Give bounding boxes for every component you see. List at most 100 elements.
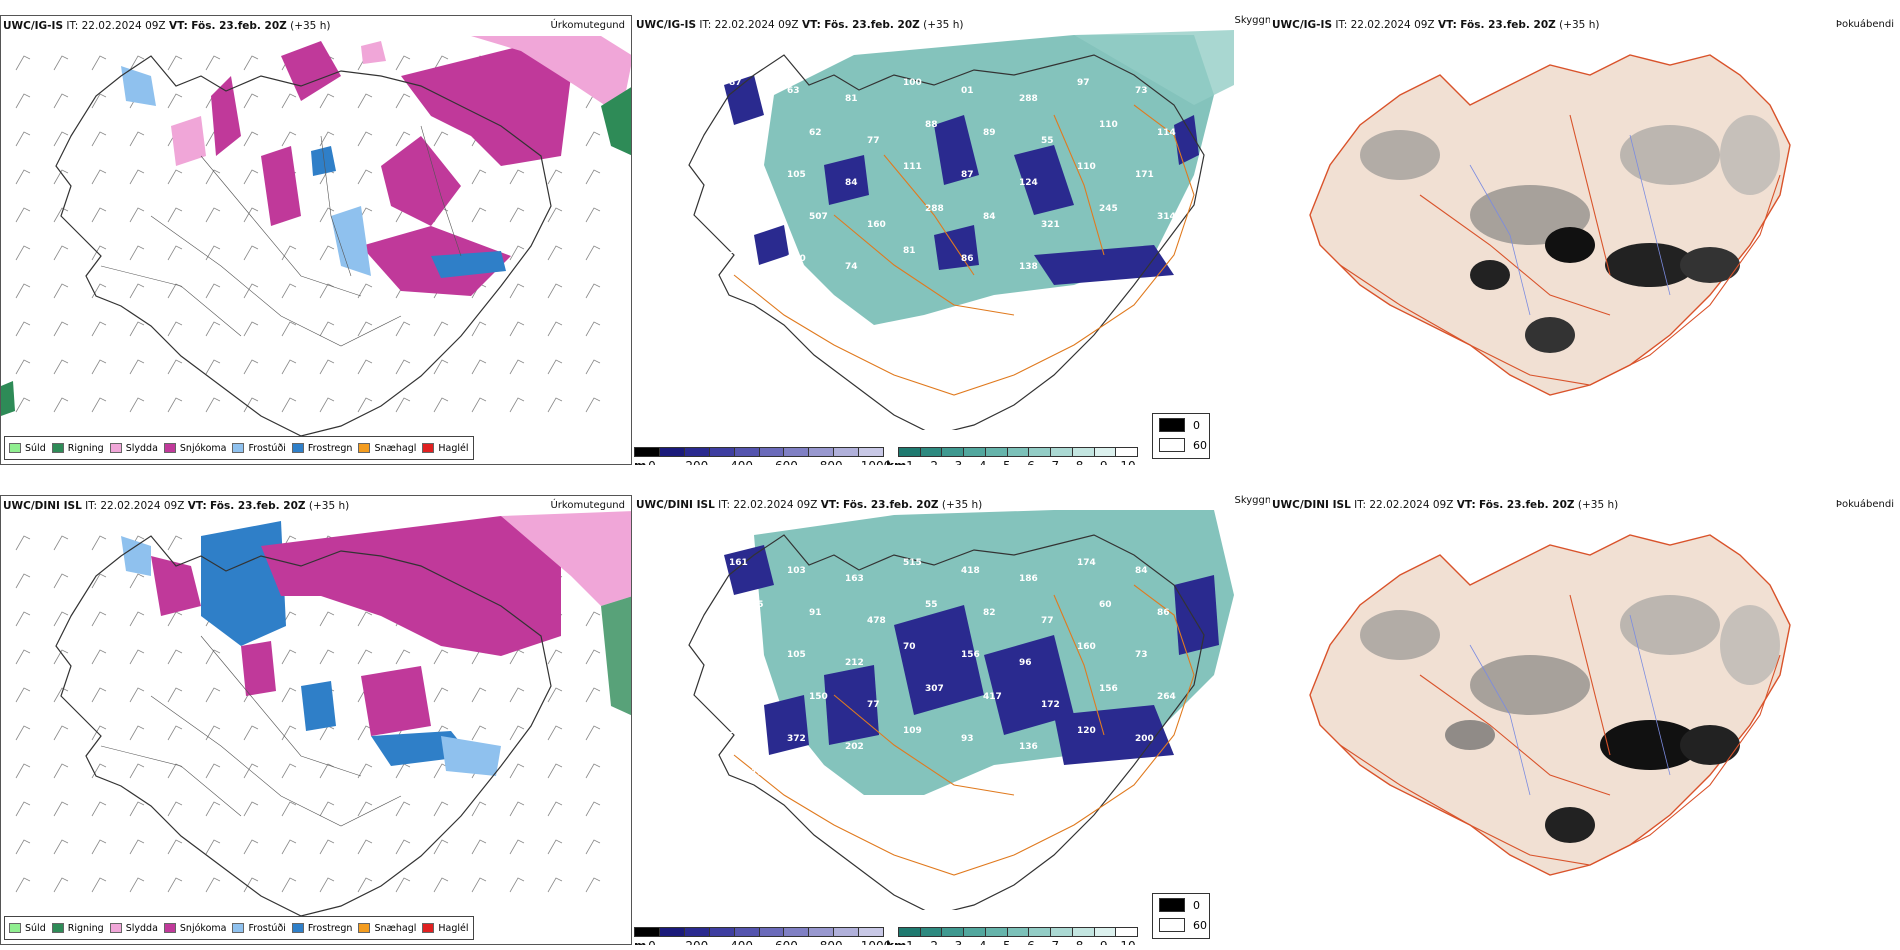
wind-barb bbox=[471, 207, 487, 223]
wind-barb bbox=[471, 687, 487, 703]
panel-header: UWC/IG-IS IT: 22.02.2024 09Z VT: Fös. 23… bbox=[636, 19, 964, 31]
iceland-outline bbox=[55, 535, 552, 917]
precip-type-legend: Súld Rigning Slydda Snjókoma Frostúði Frostre… bbox=[4, 436, 474, 460]
wind-barb bbox=[167, 321, 183, 337]
cloud-map-ig: 87 63 81 100 01 288 97 73 76 62 77 88 89 55 110 114 93 10… bbox=[688, 30, 1234, 430]
wind-barb bbox=[395, 649, 411, 665]
cloud-base-field bbox=[724, 545, 1219, 765]
cloud-base-value: 212 bbox=[845, 658, 864, 668]
wind-barb bbox=[205, 839, 221, 855]
cloud-base-value: 156 bbox=[1099, 684, 1118, 694]
wind-barb bbox=[91, 207, 107, 223]
colorbar-segment bbox=[985, 448, 1008, 456]
wind-barb bbox=[547, 359, 563, 375]
iceland-outline bbox=[55, 55, 552, 437]
wind-barb bbox=[15, 55, 31, 71]
wind-barb bbox=[129, 245, 145, 261]
wind-barb bbox=[53, 611, 69, 627]
legend-label: Súld bbox=[25, 922, 46, 934]
wind-barb bbox=[167, 687, 183, 703]
wind-barb bbox=[357, 801, 373, 817]
wind-barb bbox=[129, 397, 145, 413]
cloud-base-value: 150 bbox=[809, 692, 828, 702]
wind-barb bbox=[319, 207, 335, 223]
wind-barb bbox=[53, 763, 69, 779]
legend-item: Rigning bbox=[51, 923, 104, 934]
wind-barb bbox=[509, 283, 525, 299]
cloud-base-value: 105 bbox=[787, 170, 806, 180]
cloud-base-value: 89 bbox=[983, 128, 996, 138]
colorbar-segment bbox=[859, 448, 884, 456]
cloud-base-value: 314 bbox=[1157, 212, 1176, 222]
cloud-base-value: 200 bbox=[1135, 734, 1154, 744]
wind-barb bbox=[243, 131, 259, 147]
wind-barb bbox=[129, 687, 145, 703]
roads bbox=[733, 584, 1195, 876]
cloud-base-value: 62 bbox=[809, 128, 822, 138]
wind-barb bbox=[243, 207, 259, 223]
cloud-base-value: 171 bbox=[1135, 170, 1154, 180]
cloud-base-value: 120 bbox=[1077, 726, 1096, 736]
cloud-base-value: 109 bbox=[903, 726, 922, 736]
colorbar-tick-label: 600 bbox=[775, 939, 798, 945]
colorbar-tick-label: 800 bbox=[820, 459, 843, 465]
wind-barb bbox=[471, 725, 487, 741]
cloud-base-value: 75 bbox=[751, 600, 764, 610]
legend-swatch bbox=[163, 923, 176, 933]
wind-barb bbox=[53, 725, 69, 741]
legend-label: Slydda bbox=[125, 922, 158, 934]
cloud-base-value: 172 bbox=[1041, 700, 1060, 710]
legend-item: Haglél bbox=[422, 923, 469, 934]
wind-barb bbox=[243, 839, 259, 855]
wind-barb bbox=[129, 55, 145, 71]
legend-item: Súld bbox=[9, 443, 46, 454]
wind-barb bbox=[585, 321, 601, 337]
legend-label: Frostregn bbox=[307, 442, 353, 454]
cloud-base-value: 138 bbox=[1019, 262, 1038, 272]
colorbar-tick-label: 3 bbox=[955, 459, 963, 465]
legend-item: Snjókoma bbox=[163, 922, 227, 934]
wind-barb bbox=[509, 725, 525, 741]
wind-barb bbox=[129, 877, 145, 893]
wind-barb bbox=[357, 321, 373, 337]
wind-barb bbox=[585, 725, 601, 741]
panel-ig-fog: UWC/IG-IS IT: 22.02.2024 09Z VT: Fös. 23… bbox=[1270, 15, 1900, 455]
wind-barb bbox=[243, 725, 259, 741]
legend-swatch bbox=[358, 923, 371, 933]
wind-barb bbox=[547, 839, 563, 855]
colorbar-tick-label: 0 bbox=[648, 459, 656, 465]
wind-barb bbox=[471, 801, 487, 817]
wind-barb bbox=[53, 687, 69, 703]
cloud-base-value: 55 bbox=[1041, 136, 1054, 146]
wind-barb bbox=[357, 877, 373, 893]
cloud-base-field bbox=[724, 75, 1199, 285]
cloud-base-value: 103 bbox=[787, 566, 806, 576]
wind-barb bbox=[167, 283, 183, 299]
wind-barb bbox=[53, 877, 69, 893]
fog-map-dini bbox=[1309, 534, 1791, 876]
wind-barb bbox=[15, 687, 31, 703]
colorbar-segment bbox=[942, 928, 965, 936]
colorbar-segment bbox=[784, 928, 810, 936]
wind-barb bbox=[585, 649, 601, 665]
wind-barb bbox=[167, 245, 183, 261]
legend-item: Frostregn bbox=[291, 923, 352, 934]
legend-label: Snjókoma bbox=[179, 922, 227, 934]
wind-barb bbox=[129, 283, 145, 299]
wind-barb bbox=[167, 397, 183, 413]
wind-barb bbox=[205, 763, 221, 779]
colorbar-tick-label: 6 bbox=[1027, 939, 1035, 945]
wind-barb bbox=[471, 877, 487, 893]
wind-barb bbox=[53, 93, 69, 109]
colorbar-segment bbox=[684, 448, 710, 456]
panel-dini-cloud-visibility: UWC/DINI ISL IT: 22.02.2024 09Z VT: Fös.… bbox=[634, 495, 1274, 945]
wind-barb bbox=[471, 397, 487, 413]
wind-barb bbox=[319, 763, 335, 779]
colorbar-segment bbox=[985, 928, 1008, 936]
wind-barb bbox=[15, 611, 31, 627]
wind-barb bbox=[319, 321, 335, 337]
wind-barb bbox=[91, 321, 107, 337]
cloud-base-labels: 87 63 81 100 01 288 97 73 76 62 77 88 89 55 110 114 93 10… bbox=[729, 78, 1176, 272]
roads bbox=[733, 104, 1195, 396]
